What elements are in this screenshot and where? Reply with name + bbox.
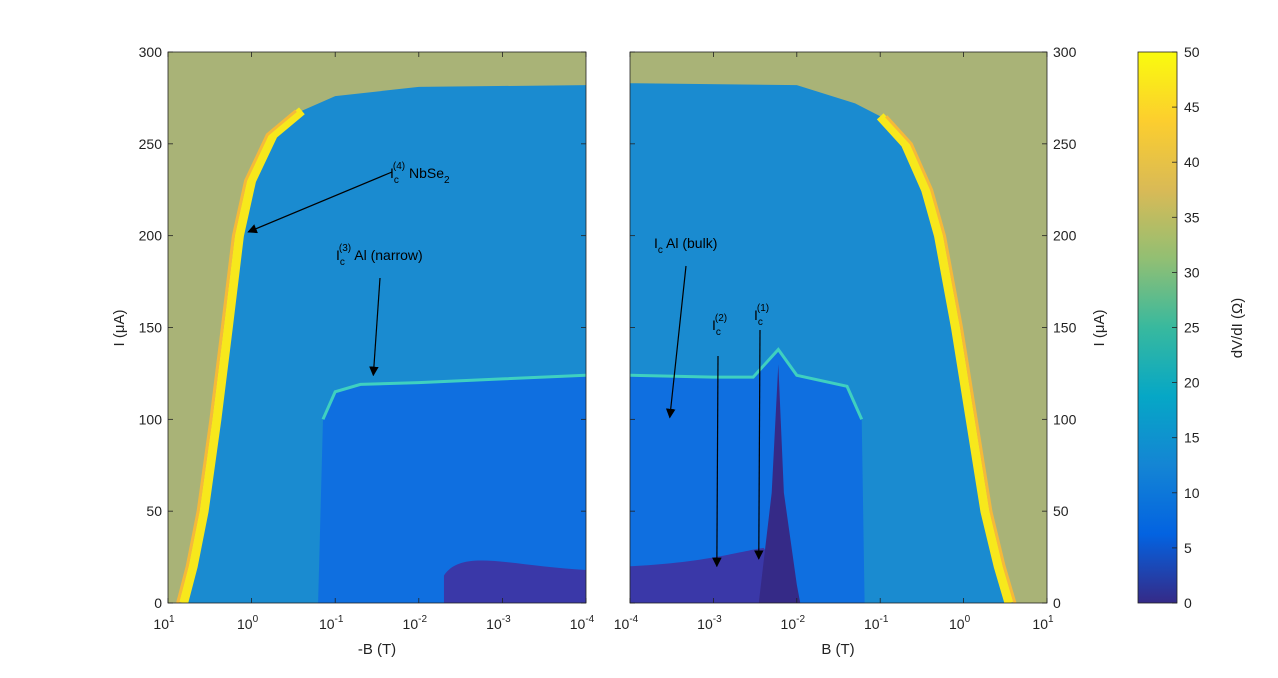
y-tick-label: 100 <box>139 411 163 427</box>
y-tick-label: 150 <box>139 320 163 336</box>
colorbar-tick-label: 20 <box>1184 375 1200 391</box>
x-tick-label: 10-2 <box>403 614 428 632</box>
colorbar-tick-label: 45 <box>1184 99 1200 115</box>
left-ic3-al-narrow-ridge <box>321 373 586 420</box>
x-tick-label: 10-4 <box>570 614 595 632</box>
annotation-label: Ic(4) NbSe2 <box>390 161 450 186</box>
annotation-arrow <box>665 265 687 419</box>
left-x-ticks: 101 100 10-1 10-2 10-3 10-4 <box>153 52 595 632</box>
x-tick-label: 100 <box>237 614 259 632</box>
left-y-axis-label: I (μA) <box>111 310 128 347</box>
annotation-arrow <box>369 277 381 377</box>
right-heatmap-panel: 10-4 10-3 10-2 10-1 100 101 0 50 100 150 200 250 30… <box>614 44 1108 658</box>
x-tick-label: 101 <box>1032 614 1054 632</box>
colorbar-tick-label: 30 <box>1184 264 1200 280</box>
right-x-axis-label: B (T) <box>821 641 854 658</box>
left-ic4-nbse2-edge-glow <box>176 109 297 603</box>
y-tick-label: 150 <box>1053 320 1077 336</box>
colorbar-label: dV/dI (Ω) <box>1229 298 1246 358</box>
annotations: Ic(4) NbSe2 Ic(3) Al (narrow) Ic Al (bulk)… <box>247 161 769 568</box>
colorbar-tick-label: 5 <box>1184 540 1192 556</box>
right-ic4-nbse2-edge-glow <box>885 115 1017 603</box>
annotation-label: Ic Al (bulk) <box>654 235 717 256</box>
left-al-superconducting-region <box>318 375 586 603</box>
colorbar-tick-label: 40 <box>1184 154 1200 170</box>
colorbar-tick-label: 35 <box>1184 209 1200 225</box>
y-tick-label: 50 <box>146 503 162 519</box>
y-tick-label: 50 <box>1053 503 1069 519</box>
right-y-ticks: 0 50 100 150 200 250 300 <box>630 44 1077 611</box>
x-tick-label: 10-4 <box>614 614 639 632</box>
x-tick-label: 10-1 <box>319 614 344 632</box>
annotation-label: Ic(3) Al (narrow) <box>336 243 423 268</box>
right-ic4-nbse2-edge <box>876 113 1014 603</box>
colorbar-tick-label: 15 <box>1184 430 1200 446</box>
left-ic4-nbse2-edge <box>179 107 305 603</box>
x-tick-label: 10-3 <box>697 614 722 632</box>
colorbar-tick-label: 50 <box>1184 44 1200 60</box>
y-tick-label: 250 <box>1053 136 1077 152</box>
colorbar-ticks: 0 5 10 15 20 25 30 35 40 45 50 <box>1172 44 1200 611</box>
x-tick-label: 10-1 <box>864 614 889 632</box>
colorbar-tick-label: 25 <box>1184 320 1200 336</box>
y-tick-label: 300 <box>1053 44 1077 60</box>
x-tick-label: 100 <box>949 614 971 632</box>
left-low-resistance-region <box>443 560 586 603</box>
annotation-arrow <box>247 171 393 234</box>
y-tick-label: 100 <box>1053 411 1077 427</box>
x-tick-label: 101 <box>153 614 175 632</box>
left-heatmap-panel: 101 100 10-1 10-2 10-3 10-4 0 50 100 150 200 250 30… <box>111 44 595 658</box>
left-y-ticks: 0 50 100 150 200 250 300 <box>139 44 586 611</box>
annotation-arrow <box>712 355 722 568</box>
y-tick-label: 0 <box>154 595 162 611</box>
colorbar-tick-label: 10 <box>1184 485 1200 501</box>
colorbar: 0 5 10 15 20 25 30 35 40 45 50 dV/dI (Ω) <box>1137 44 1246 611</box>
y-tick-label: 200 <box>139 228 163 244</box>
annotation-arrow <box>754 329 764 560</box>
y-tick-label: 200 <box>1053 228 1077 244</box>
annotation-label: Ic(2) <box>712 313 727 338</box>
right-al-superconducting-region <box>630 349 865 603</box>
x-tick-label: 10-2 <box>781 614 806 632</box>
x-tick-label: 10-3 <box>486 614 511 632</box>
right-low-resistance-spike <box>758 364 801 603</box>
right-y-axis-label: I (μA) <box>1091 310 1108 347</box>
right-low-resistance-region <box>630 547 797 603</box>
y-tick-label: 300 <box>139 44 163 60</box>
annotation-label: Ic(1) <box>754 303 769 328</box>
y-tick-label: 250 <box>139 136 163 152</box>
right-ic3-al-ridge <box>630 347 864 420</box>
right-x-ticks: 10-4 10-3 10-2 10-1 100 101 <box>614 52 1054 632</box>
colorbar-tick-label: 0 <box>1184 595 1192 611</box>
left-x-axis-label: -B (T) <box>358 641 396 658</box>
y-tick-label: 0 <box>1053 595 1061 611</box>
colorbar-gradient <box>1137 51 1178 604</box>
